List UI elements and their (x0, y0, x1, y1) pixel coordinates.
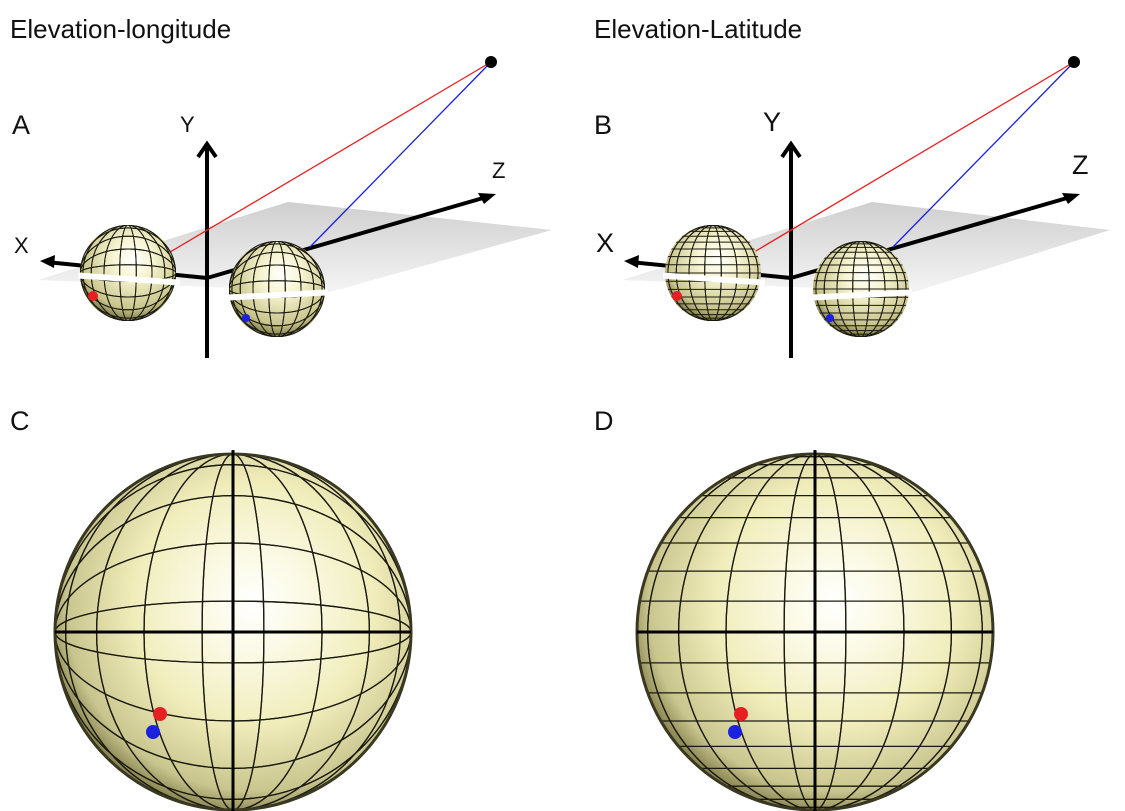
panel-b-scene (622, 56, 1110, 358)
red-ear-marker (734, 707, 748, 721)
panel-label-a: A (12, 110, 31, 140)
axis-label-x-right: X (596, 228, 615, 258)
title-elevation-latitude: Elevation-Latitude (594, 14, 803, 44)
axis-label-z-left: Z (492, 158, 506, 183)
z-axis-arrowhead (478, 193, 496, 204)
axis-label-z-right: Z (1072, 150, 1089, 180)
panel-label-d: D (594, 406, 614, 436)
ray-to-right-ear (892, 61, 1075, 248)
panel-label-b: B (594, 110, 613, 140)
axis-label-x-left: X (14, 233, 29, 258)
blue-ear-marker (146, 725, 160, 739)
ray-to-left-ear (743, 61, 1075, 259)
panel-label-c: C (10, 406, 30, 436)
x-axis-arrowhead (624, 255, 639, 268)
ray-to-left-ear (159, 61, 492, 259)
panel-c-sphere (53, 450, 413, 811)
blue-ear-marker (728, 725, 742, 739)
blue-ear-marker (826, 314, 834, 322)
right-head-sphere (225, 241, 329, 337)
sound-source-dot (485, 56, 497, 68)
sound-source-dot (1068, 56, 1080, 68)
left-head-sphere (662, 225, 766, 321)
red-ear-marker (88, 291, 98, 301)
panel-a-scene (38, 56, 552, 358)
z-axis-arrowhead (1062, 193, 1080, 204)
ray-to-right-ear (309, 61, 492, 248)
title-elevation-longitude: Elevation-longitude (10, 14, 232, 44)
red-ear-marker (153, 707, 167, 721)
y-axis-arrowhead (196, 140, 218, 159)
axis-label-y-right: Y (763, 107, 782, 137)
panel-d-sphere (635, 450, 995, 811)
axis-label-y-left: Y (180, 112, 195, 137)
y-axis-arrowhead (780, 140, 802, 159)
left-head-sphere (77, 225, 181, 321)
x-axis-arrowhead (40, 255, 55, 268)
red-ear-marker (672, 291, 682, 301)
blue-ear-marker (242, 314, 250, 322)
